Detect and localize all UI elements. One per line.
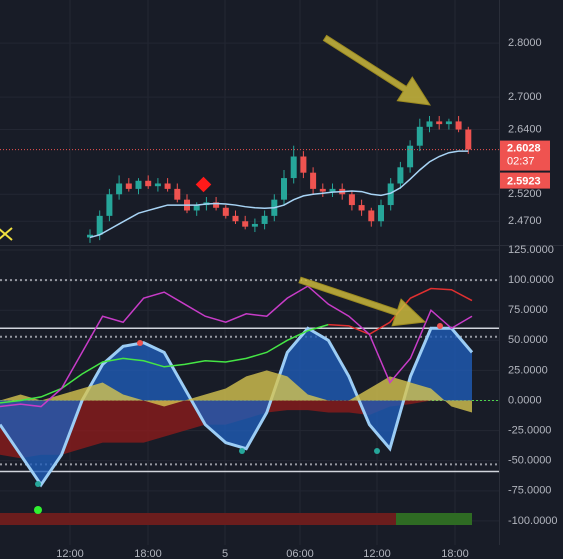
candle-body (135, 180, 142, 189)
candle-body (416, 126, 423, 146)
price-tag-label: 2.6028 (507, 142, 541, 154)
candle-body (445, 121, 452, 125)
candle-body (368, 210, 375, 222)
signal-dot (239, 448, 245, 454)
price-tag (500, 140, 550, 171)
candle-body (329, 188, 336, 192)
candle-body (222, 207, 229, 216)
signal-dot (137, 340, 143, 346)
candle-body (213, 202, 220, 208)
signal-dot (437, 323, 443, 329)
arrow (322, 34, 431, 106)
y-tick-label: -100.0000 (508, 515, 558, 527)
y-tick-label: 2.5200 (508, 188, 542, 200)
ma-price-label: 2.5923 (507, 175, 541, 187)
candle-body (397, 167, 404, 184)
candle-body (261, 215, 268, 224)
arrow (298, 276, 427, 327)
candle-body (87, 234, 93, 238)
candle-body (116, 183, 123, 195)
candle-body (96, 215, 103, 235)
candle-body (407, 145, 414, 168)
price-tag (500, 172, 550, 189)
y-tick-label: 0.0000 (508, 394, 542, 406)
y-tick-label: -50.0000 (508, 455, 551, 467)
line (0, 285, 473, 408)
y-tick-label: 2.8000 (508, 37, 542, 49)
candle-body (290, 156, 297, 179)
y-tick-label: 100.0000 (508, 274, 554, 286)
signal-strip (0, 513, 396, 525)
ma-line (89, 150, 469, 239)
area (0, 370, 472, 413)
signal-dot (374, 448, 380, 454)
candle-body (281, 178, 287, 200)
candle-body (319, 188, 326, 192)
candle-body (426, 121, 433, 127)
y-tick-label: 2.7000 (508, 91, 542, 103)
candle-body (378, 205, 384, 222)
y-tick-label: 2.4700 (508, 215, 542, 227)
x-tick-label: 12:00 (363, 548, 391, 559)
candle-body (310, 172, 317, 189)
area (0, 328, 472, 485)
marker-diamond (195, 176, 212, 193)
candle-body (232, 215, 239, 222)
candle-body (358, 205, 365, 211)
candle-body (154, 183, 161, 187)
x-tick-label: 06:00 (286, 548, 314, 559)
candle-body (436, 121, 443, 125)
plot (0, 116, 499, 488)
y-tick-label: 125.0000 (508, 244, 554, 256)
x-tick-label: 12:00 (56, 548, 84, 559)
y-tick-label: -75.0000 (508, 485, 551, 497)
candle-body (242, 221, 249, 227)
x-tick-label: 18:00 (134, 548, 162, 559)
grid (0, 0, 499, 545)
candle-body (145, 180, 152, 187)
candle-body (465, 129, 472, 150)
candle-body (455, 121, 462, 130)
y-tick-label: 75.0000 (508, 304, 548, 316)
x-tick-label: 5 (222, 548, 228, 559)
x-tick-label: 18:00 (441, 548, 469, 559)
candle-body (125, 183, 132, 189)
marker-x (0, 227, 13, 241)
line (0, 323, 329, 404)
candle-body (251, 223, 258, 227)
candle-body (174, 188, 181, 200)
candle-body (348, 194, 355, 206)
y-tick-label: -25.0000 (508, 425, 551, 437)
candle-body (300, 156, 307, 173)
candle-body (193, 205, 200, 211)
y-tick-label: 25.0000 (508, 364, 548, 376)
candle-body (387, 183, 394, 206)
countdown-label: 02:37 (507, 155, 535, 167)
signal-dot (35, 481, 41, 487)
candle-body (106, 194, 113, 216)
area (0, 400, 472, 459)
signal-strip (396, 513, 472, 525)
area-outline (0, 326, 474, 488)
labels: 12:00 18:00 5 06:00 12:00 18:00 2.8000 2.7000 2.… (56, 37, 557, 559)
y-tick-label: 2.6400 (508, 123, 542, 135)
signal-dot (34, 506, 42, 514)
candle-body (164, 183, 171, 189)
y-tick-label: 50.0000 (508, 334, 548, 346)
